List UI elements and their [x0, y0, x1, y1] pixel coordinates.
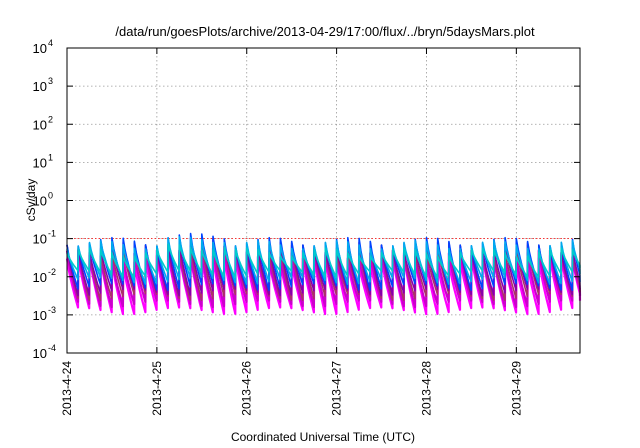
x-tick-label: 2013-4-24	[60, 361, 74, 416]
y-tick-label: 10	[33, 346, 47, 361]
series-line	[66, 237, 581, 297]
y-tick-label: 10	[33, 117, 47, 132]
x-tick-label: 2013-4-28	[419, 361, 433, 416]
y-tick-exponent: 1	[48, 152, 53, 162]
y-tick-exponent: -3	[48, 305, 56, 315]
y-tick-exponent: -2	[48, 267, 56, 277]
series-line	[66, 236, 581, 285]
y-tick-exponent: -1	[48, 229, 56, 239]
y-tick-exponent: 3	[48, 76, 53, 86]
x-tick-label: 2013-4-29	[509, 361, 523, 416]
x-tick-label: 2013-4-26	[240, 361, 254, 416]
y-tick-exponent: 0	[48, 191, 53, 201]
plot-border	[66, 47, 581, 354]
y-tick-label: 10	[33, 155, 47, 170]
x-axis-label: Coordinated Universal Time (UTC)	[231, 430, 415, 444]
y-axis-label: cSv/day	[24, 179, 38, 222]
y-tick-exponent: 4	[48, 38, 53, 48]
y-tick-exponent: -4	[48, 343, 56, 353]
x-tick-label: 2013-4-27	[330, 361, 344, 416]
series-group	[65, 232, 582, 316]
y-tick-exponent: 2	[48, 114, 53, 124]
chart-title: /data/run/goesPlots/archive/2013-04-29/1…	[115, 24, 535, 39]
y-tick-label: 10	[33, 232, 47, 247]
y-tick-label: 10	[33, 308, 47, 323]
y-tick-label: 10	[33, 41, 47, 56]
y-tick-label: 10	[33, 79, 47, 94]
series-line	[66, 243, 581, 279]
y-tick-label: 10	[33, 194, 47, 209]
x-tick-label: 2013-4-25	[150, 361, 164, 416]
y-tick-label: 10	[33, 270, 47, 285]
